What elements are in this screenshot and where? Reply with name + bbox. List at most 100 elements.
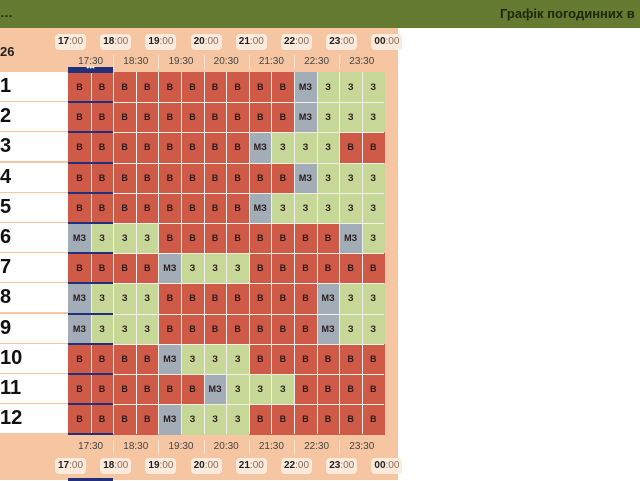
schedule-cell[interactable]: В [226, 192, 250, 224]
schedule-cell[interactable]: В [248, 223, 272, 254]
schedule-cell[interactable]: В [361, 253, 385, 284]
schedule-cell[interactable]: В [113, 102, 137, 133]
schedule-cell[interactable]: З [90, 313, 114, 345]
schedule-cell[interactable]: МЗ [203, 374, 227, 405]
schedule-cell[interactable]: В [68, 343, 91, 375]
schedule-cell[interactable]: В [339, 343, 363, 375]
schedule-cell[interactable]: В [271, 283, 295, 314]
schedule-cell[interactable]: В [68, 192, 91, 224]
schedule-cell[interactable]: В [339, 253, 363, 284]
schedule-cell[interactable]: В [181, 192, 204, 224]
schedule-cell[interactable]: В [294, 283, 317, 314]
schedule-cell[interactable]: З [203, 404, 227, 435]
schedule-cell[interactable]: В [248, 72, 272, 103]
schedule-cell[interactable]: В [68, 72, 91, 103]
schedule-cell[interactable]: З [90, 223, 114, 254]
schedule-cell[interactable]: В [181, 132, 204, 163]
schedule-cell[interactable]: В [203, 283, 227, 314]
schedule-cell[interactable]: В [158, 162, 182, 194]
schedule-cell[interactable]: В [271, 72, 295, 103]
schedule-cell[interactable]: В [158, 283, 182, 314]
schedule-cell[interactable]: З [339, 102, 363, 133]
schedule-cell[interactable]: В [226, 283, 250, 314]
schedule-cell[interactable]: З [248, 374, 272, 405]
schedule-cell[interactable]: МЗ [316, 313, 340, 345]
schedule-cell[interactable]: З [316, 162, 340, 194]
schedule-cell[interactable]: В [316, 253, 340, 284]
schedule-cell[interactable]: В [135, 162, 159, 194]
schedule-cell[interactable]: З [361, 162, 385, 194]
schedule-cell[interactable]: В [271, 162, 295, 194]
schedule-cell[interactable]: В [181, 283, 204, 314]
schedule-cell[interactable]: В [226, 132, 250, 163]
schedule-cell[interactable]: В [226, 72, 250, 103]
schedule-cell[interactable]: МЗ [158, 404, 182, 435]
schedule-cell[interactable]: В [361, 132, 385, 163]
schedule-cell[interactable]: В [203, 162, 227, 194]
schedule-cell[interactable]: З [271, 374, 295, 405]
schedule-cell[interactable]: В [113, 374, 137, 405]
schedule-cell[interactable]: З [361, 223, 385, 254]
schedule-cell[interactable]: МЗ [68, 283, 91, 314]
schedule-cell[interactable]: В [158, 223, 182, 254]
schedule-cell[interactable]: В [181, 162, 204, 194]
schedule-cell[interactable]: В [90, 72, 114, 103]
schedule-cell[interactable]: МЗ [316, 283, 340, 314]
schedule-cell[interactable]: З [113, 283, 137, 314]
schedule-cell[interactable]: В [135, 132, 159, 163]
schedule-cell[interactable]: МЗ [339, 223, 363, 254]
schedule-cell[interactable]: В [294, 223, 317, 254]
schedule-cell[interactable]: МЗ [294, 162, 317, 194]
schedule-cell[interactable]: В [113, 192, 137, 224]
schedule-cell[interactable]: З [203, 253, 227, 284]
schedule-cell[interactable]: В [361, 404, 385, 435]
schedule-cell[interactable]: З [316, 102, 340, 133]
schedule-cell[interactable]: З [339, 313, 363, 345]
schedule-cell[interactable]: В [316, 223, 340, 254]
schedule-cell[interactable]: В [361, 343, 385, 375]
schedule-cell[interactable]: В [135, 343, 159, 375]
schedule-cell[interactable]: В [294, 374, 317, 405]
schedule-cell[interactable]: В [294, 313, 317, 345]
schedule-cell[interactable]: В [90, 374, 114, 405]
schedule-cell[interactable]: З [181, 343, 204, 375]
schedule-cell[interactable]: В [316, 404, 340, 435]
schedule-cell[interactable]: В [113, 404, 137, 435]
schedule-cell[interactable]: В [339, 404, 363, 435]
schedule-cell[interactable]: В [68, 102, 91, 133]
schedule-cell[interactable]: В [316, 374, 340, 405]
schedule-cell[interactable]: В [203, 313, 227, 345]
schedule-cell[interactable]: В [248, 404, 272, 435]
schedule-cell[interactable]: В [135, 404, 159, 435]
schedule-cell[interactable]: В [158, 132, 182, 163]
schedule-cell[interactable]: МЗ [248, 192, 272, 224]
schedule-cell[interactable]: В [203, 192, 227, 224]
schedule-cell[interactable]: В [90, 162, 114, 194]
schedule-cell[interactable]: З [316, 132, 340, 163]
schedule-cell[interactable]: В [90, 132, 114, 163]
schedule-cell[interactable]: З [271, 132, 295, 163]
schedule-cell[interactable]: В [203, 102, 227, 133]
schedule-cell[interactable]: В [271, 223, 295, 254]
schedule-cell[interactable]: З [339, 162, 363, 194]
schedule-cell[interactable]: В [271, 253, 295, 284]
schedule-cell[interactable]: МЗ [158, 253, 182, 284]
schedule-cell[interactable]: В [135, 102, 159, 133]
schedule-cell[interactable]: З [226, 343, 250, 375]
schedule-cell[interactable]: В [271, 102, 295, 133]
schedule-cell[interactable]: З [361, 283, 385, 314]
schedule-cell[interactable]: МЗ [158, 343, 182, 375]
schedule-cell[interactable]: В [271, 313, 295, 345]
schedule-cell[interactable]: В [361, 374, 385, 405]
schedule-cell[interactable]: В [294, 404, 317, 435]
schedule-cell[interactable]: В [68, 374, 91, 405]
schedule-cell[interactable]: В [203, 223, 227, 254]
schedule-cell[interactable]: З [316, 192, 340, 224]
schedule-cell[interactable]: В [226, 102, 250, 133]
schedule-cell[interactable]: З [361, 192, 385, 224]
schedule-cell[interactable]: В [181, 374, 204, 405]
schedule-cell[interactable]: МЗ [294, 72, 317, 103]
schedule-cell[interactable]: В [316, 343, 340, 375]
schedule-cell[interactable]: В [248, 253, 272, 284]
schedule-cell[interactable]: В [135, 72, 159, 103]
